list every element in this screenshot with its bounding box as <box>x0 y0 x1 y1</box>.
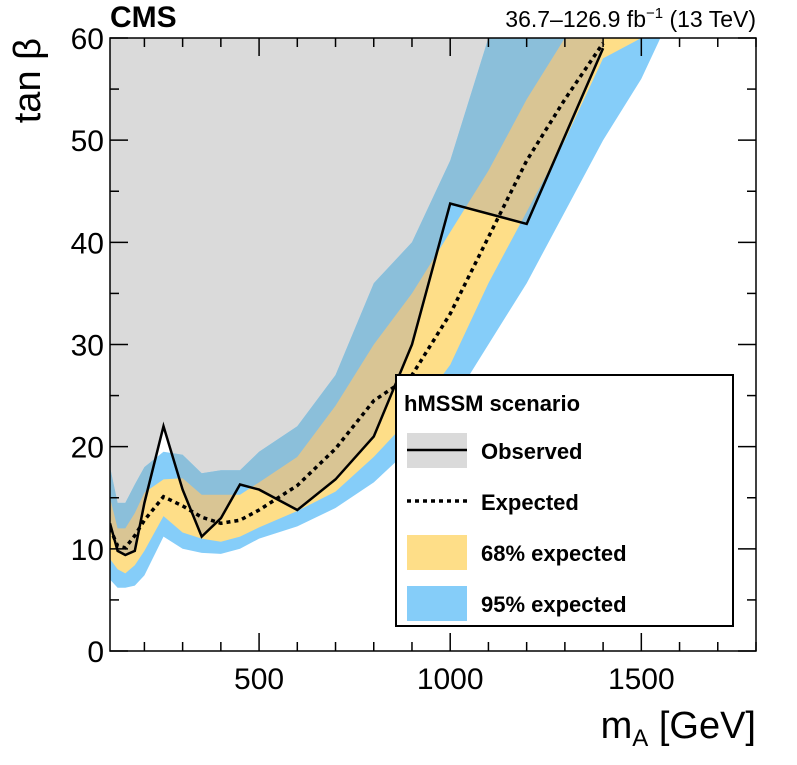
experiment-label: CMS <box>110 1 177 34</box>
legend-expected-label: Expected <box>481 490 579 515</box>
y-tick-label: 60 <box>71 23 104 56</box>
x-tick-label: 1000 <box>417 663 484 696</box>
y-tick-labels: 0 10 20 30 40 50 60 <box>71 23 104 669</box>
x-axis-title: mA [GeV] <box>601 705 756 752</box>
y-tick-label: 40 <box>71 227 104 260</box>
energy-label: (13 TeV) <box>663 6 756 32</box>
y-tick-label: 20 <box>71 432 104 465</box>
x-axis-title-unit: [GeV] <box>648 705 756 747</box>
x-tick-label: 1500 <box>608 663 675 696</box>
legend-box <box>395 374 734 627</box>
x-axis-title-main: m <box>601 705 633 747</box>
plot-area <box>110 38 661 588</box>
y-tick-label: 0 <box>87 636 104 669</box>
x-axis-title-sub: A <box>632 725 648 752</box>
legend-68-label: 68% expected <box>481 541 627 566</box>
expected-limit-line <box>110 42 605 550</box>
x-tick-label: 500 <box>234 663 284 696</box>
axis-ticks <box>110 37 757 652</box>
y-tick-label: 10 <box>71 534 104 567</box>
observed-limit-line <box>110 47 605 557</box>
band-68-observed-overlap <box>110 38 604 555</box>
y-axis-title: tan β <box>7 38 49 123</box>
y-tick-label: 30 <box>71 330 104 363</box>
legend-95-swatch <box>407 586 467 621</box>
legend-95-label: 95% expected <box>481 592 627 617</box>
lumi-value: 36.7–126.9 fb <box>505 6 646 32</box>
legend-68-swatch <box>407 535 467 570</box>
lumi-exponent: −1 <box>646 5 663 22</box>
legend-title: hMSSM scenario <box>404 391 580 416</box>
luminosity-label: 36.7–126.9 fb−1 (13 TeV) <box>505 5 756 32</box>
legend: hMSSM scenario Observed Expected 68% exp… <box>395 374 734 627</box>
x-tick-labels: 500 1000 1500 <box>234 663 675 696</box>
legend-observed-label: Observed <box>481 439 583 464</box>
y-tick-label: 50 <box>71 125 104 158</box>
